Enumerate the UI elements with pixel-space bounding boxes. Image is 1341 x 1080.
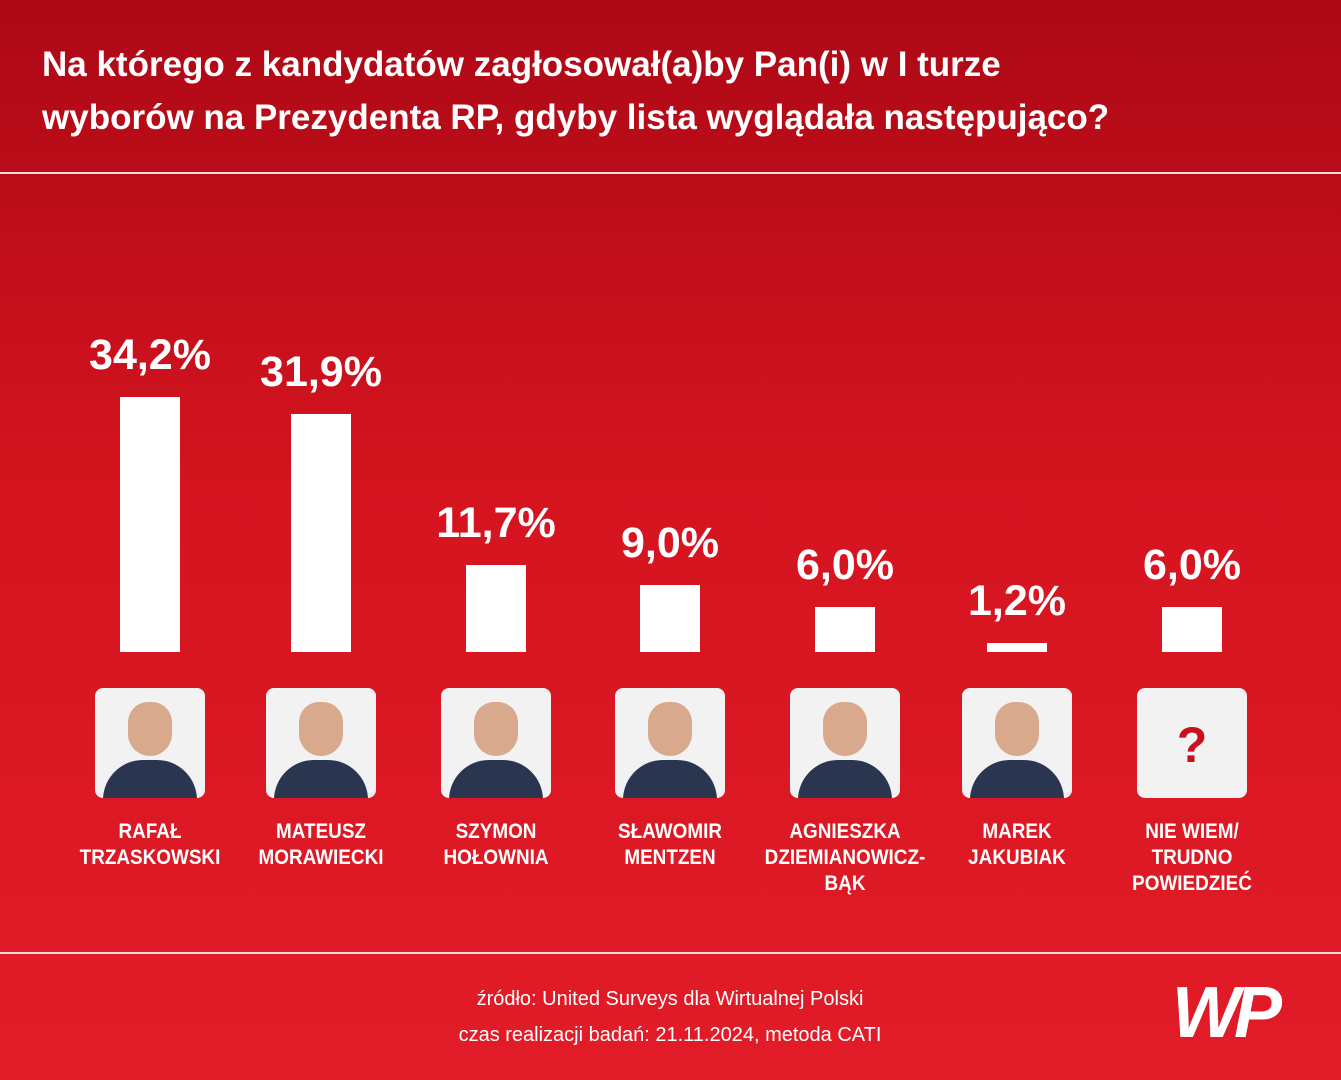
- value-label: 11,7%: [436, 498, 556, 547]
- photo-head: [474, 702, 518, 756]
- bar: [640, 584, 700, 652]
- bar: [291, 414, 351, 652]
- photo-head: [823, 702, 867, 756]
- photo-body: [798, 760, 892, 798]
- bar: [815, 607, 875, 652]
- photo-head: [648, 702, 692, 756]
- photo-body: [970, 760, 1064, 798]
- photo-head: [128, 702, 172, 756]
- photo: [615, 688, 725, 798]
- photo: [962, 688, 1072, 798]
- chart-title: Na którego z kandydatów zagłosował(a)by …: [42, 45, 1110, 137]
- bar: [987, 643, 1047, 652]
- value-label: 9,0%: [620, 518, 719, 567]
- value-label: 6,0%: [795, 541, 894, 590]
- photo: [441, 688, 551, 798]
- category-label: SŁAWOMIR MENTZEN: [618, 820, 722, 869]
- category-label: RAFAŁ TRZASKOWSKI: [79, 820, 221, 869]
- logo: WP: [1172, 973, 1282, 1053]
- note: czas realizacji badań: 21.11.2024, metod…: [458, 1024, 882, 1046]
- divider: [0, 952, 1341, 954]
- category-label: SZYMON HOŁOWNIA: [443, 820, 549, 869]
- bar: [1162, 607, 1222, 652]
- value-label: 1,2%: [967, 577, 1066, 626]
- category-label: MAREK JAKUBIAK: [968, 820, 1066, 869]
- photo: [266, 688, 376, 798]
- value-label: 34,2%: [89, 331, 211, 380]
- divider: [0, 172, 1341, 174]
- photo-head: [995, 702, 1039, 756]
- value-label: 6,0%: [1142, 541, 1241, 590]
- bar: [466, 564, 526, 652]
- photo: [95, 688, 205, 798]
- bar: [120, 397, 180, 652]
- photo-body: [623, 760, 717, 798]
- source: źródło: United Surveys dla Wirtualnej Po…: [476, 988, 864, 1010]
- category-label: MATEUSZ MORAWIECKI: [258, 820, 384, 869]
- photo: [790, 688, 900, 798]
- value-label: 31,9%: [260, 348, 382, 397]
- photo-body: [103, 760, 197, 798]
- unknown-icon: ?: [1176, 717, 1208, 773]
- category-label: AGNIESZKA DZIEMIANOWICZ-BĄK: [764, 820, 926, 895]
- photo: ?: [1137, 688, 1247, 798]
- photo-body: [449, 760, 543, 798]
- category-label: NIE WIEM/ TRUDNO POWIEDZIEĆ: [1132, 820, 1252, 895]
- photo-body: [274, 760, 368, 798]
- photo-head: [299, 702, 343, 756]
